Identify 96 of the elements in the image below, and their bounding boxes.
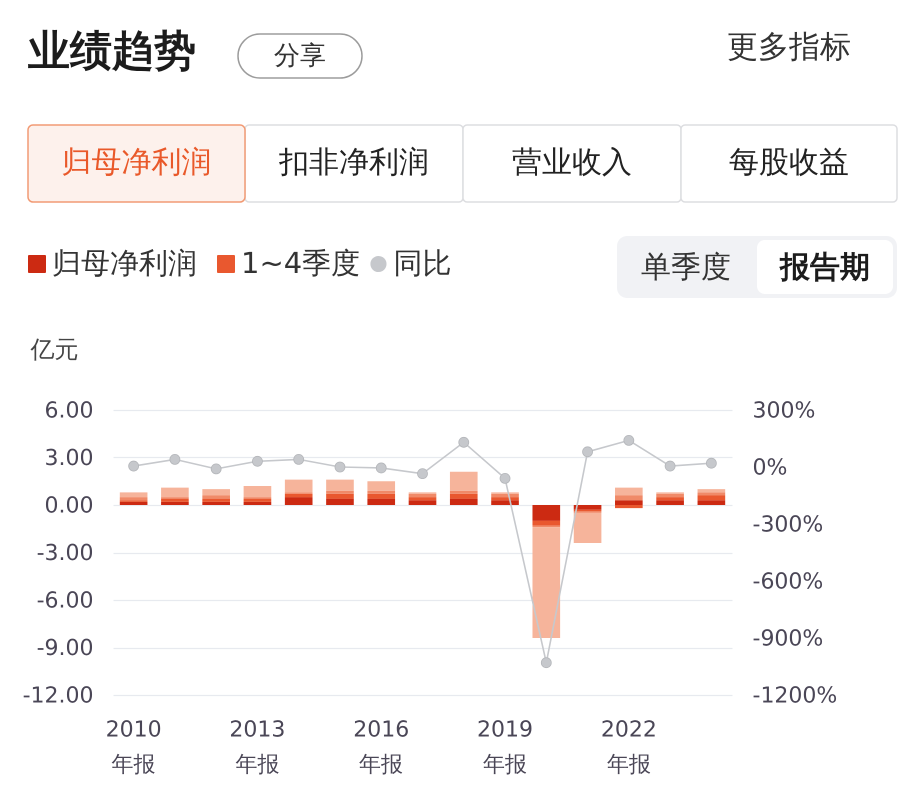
y-tick-label: -9.00 (36, 636, 94, 661)
text: 报告期 (779, 250, 870, 285)
point (293, 454, 304, 465)
point (334, 462, 346, 472)
bar (284, 497, 313, 505)
bar (656, 500, 684, 505)
bar (656, 494, 684, 498)
x-tick-label: 2019 年报 (477, 718, 534, 778)
text: 更多指标 (727, 29, 851, 65)
y-tick-label: -3.00 (36, 541, 94, 566)
bar (491, 500, 519, 505)
bar (202, 489, 230, 496)
bar (367, 490, 396, 494)
legend-label: 同比 (393, 246, 452, 280)
bar (367, 494, 396, 499)
point (664, 460, 676, 472)
bar (450, 490, 478, 494)
y-axis-title: 亿元 (30, 336, 78, 364)
bar (450, 498, 478, 505)
bar (202, 502, 230, 505)
bar (161, 502, 189, 505)
text: 每股收益 (729, 145, 849, 180)
text: 分享 (274, 41, 326, 71)
bar (450, 494, 478, 499)
bar (161, 488, 189, 498)
bar (326, 490, 354, 494)
point (540, 657, 552, 668)
legend-label: 归母净利润 (52, 246, 197, 280)
bar (532, 505, 560, 521)
point (582, 446, 593, 458)
bar (367, 498, 396, 505)
point (706, 458, 717, 469)
bar (574, 505, 602, 510)
bar (326, 494, 354, 499)
y2-tick-label: -300% (752, 512, 824, 538)
point (623, 435, 634, 446)
bar (408, 500, 436, 505)
point (128, 460, 140, 472)
y-tick-label: 6.00 (44, 398, 94, 424)
y2-tick-label: 300% (752, 398, 816, 424)
text: 归母净利润 (62, 145, 212, 180)
y-tick-label: 3.00 (44, 446, 94, 471)
bar (532, 527, 560, 638)
point (500, 473, 510, 484)
bar (574, 512, 602, 543)
bar (698, 500, 726, 505)
bar (698, 489, 726, 492)
bar (408, 494, 436, 498)
bar (615, 488, 643, 496)
bar (244, 498, 272, 502)
bar (326, 480, 354, 491)
bar (698, 492, 726, 496)
bar (450, 472, 478, 491)
bar (326, 498, 354, 505)
bar (532, 520, 560, 526)
bar (120, 492, 148, 498)
x-tick-label: 2022 年报 (600, 718, 657, 778)
y2-tick-label: 0% (752, 456, 788, 480)
bar (244, 486, 272, 498)
point (252, 456, 263, 467)
bar (698, 496, 726, 500)
legend-label: 1~4季度 (241, 246, 360, 280)
bar (244, 502, 272, 505)
bar (656, 497, 684, 500)
bar (367, 481, 396, 491)
bar (491, 494, 519, 498)
point (417, 468, 428, 480)
text: 营业收入 (512, 145, 632, 180)
x-tick-label: 2010 年报 (106, 718, 162, 778)
bar (491, 497, 519, 500)
point (170, 454, 180, 465)
bar (615, 496, 643, 500)
y2-tick-label: -900% (752, 626, 824, 652)
point (210, 464, 222, 474)
y-tick-label: -12.00 (22, 684, 94, 708)
bar (615, 500, 643, 505)
bar (284, 480, 313, 492)
bar (161, 498, 189, 502)
y-tick-label: 0.00 (44, 494, 94, 518)
x-tick-label: 2013 年报 (229, 718, 286, 778)
bar (408, 497, 436, 500)
text: 扣非净利润 (278, 145, 429, 180)
y2-tick-label: -600% (752, 570, 824, 594)
bar (615, 505, 643, 508)
bar (120, 502, 148, 505)
bar (202, 496, 230, 499)
text: 单季度 (641, 250, 731, 285)
point (458, 436, 470, 448)
bar (284, 494, 313, 498)
chart-title: 业绩趋势 (27, 26, 196, 75)
y2-tick-label: -1200% (752, 684, 838, 708)
bar (120, 497, 148, 500)
y-tick-label: -6.00 (36, 588, 94, 614)
point (376, 462, 387, 474)
x-tick-label: 2016 年报 (353, 718, 410, 778)
bar (202, 498, 230, 502)
